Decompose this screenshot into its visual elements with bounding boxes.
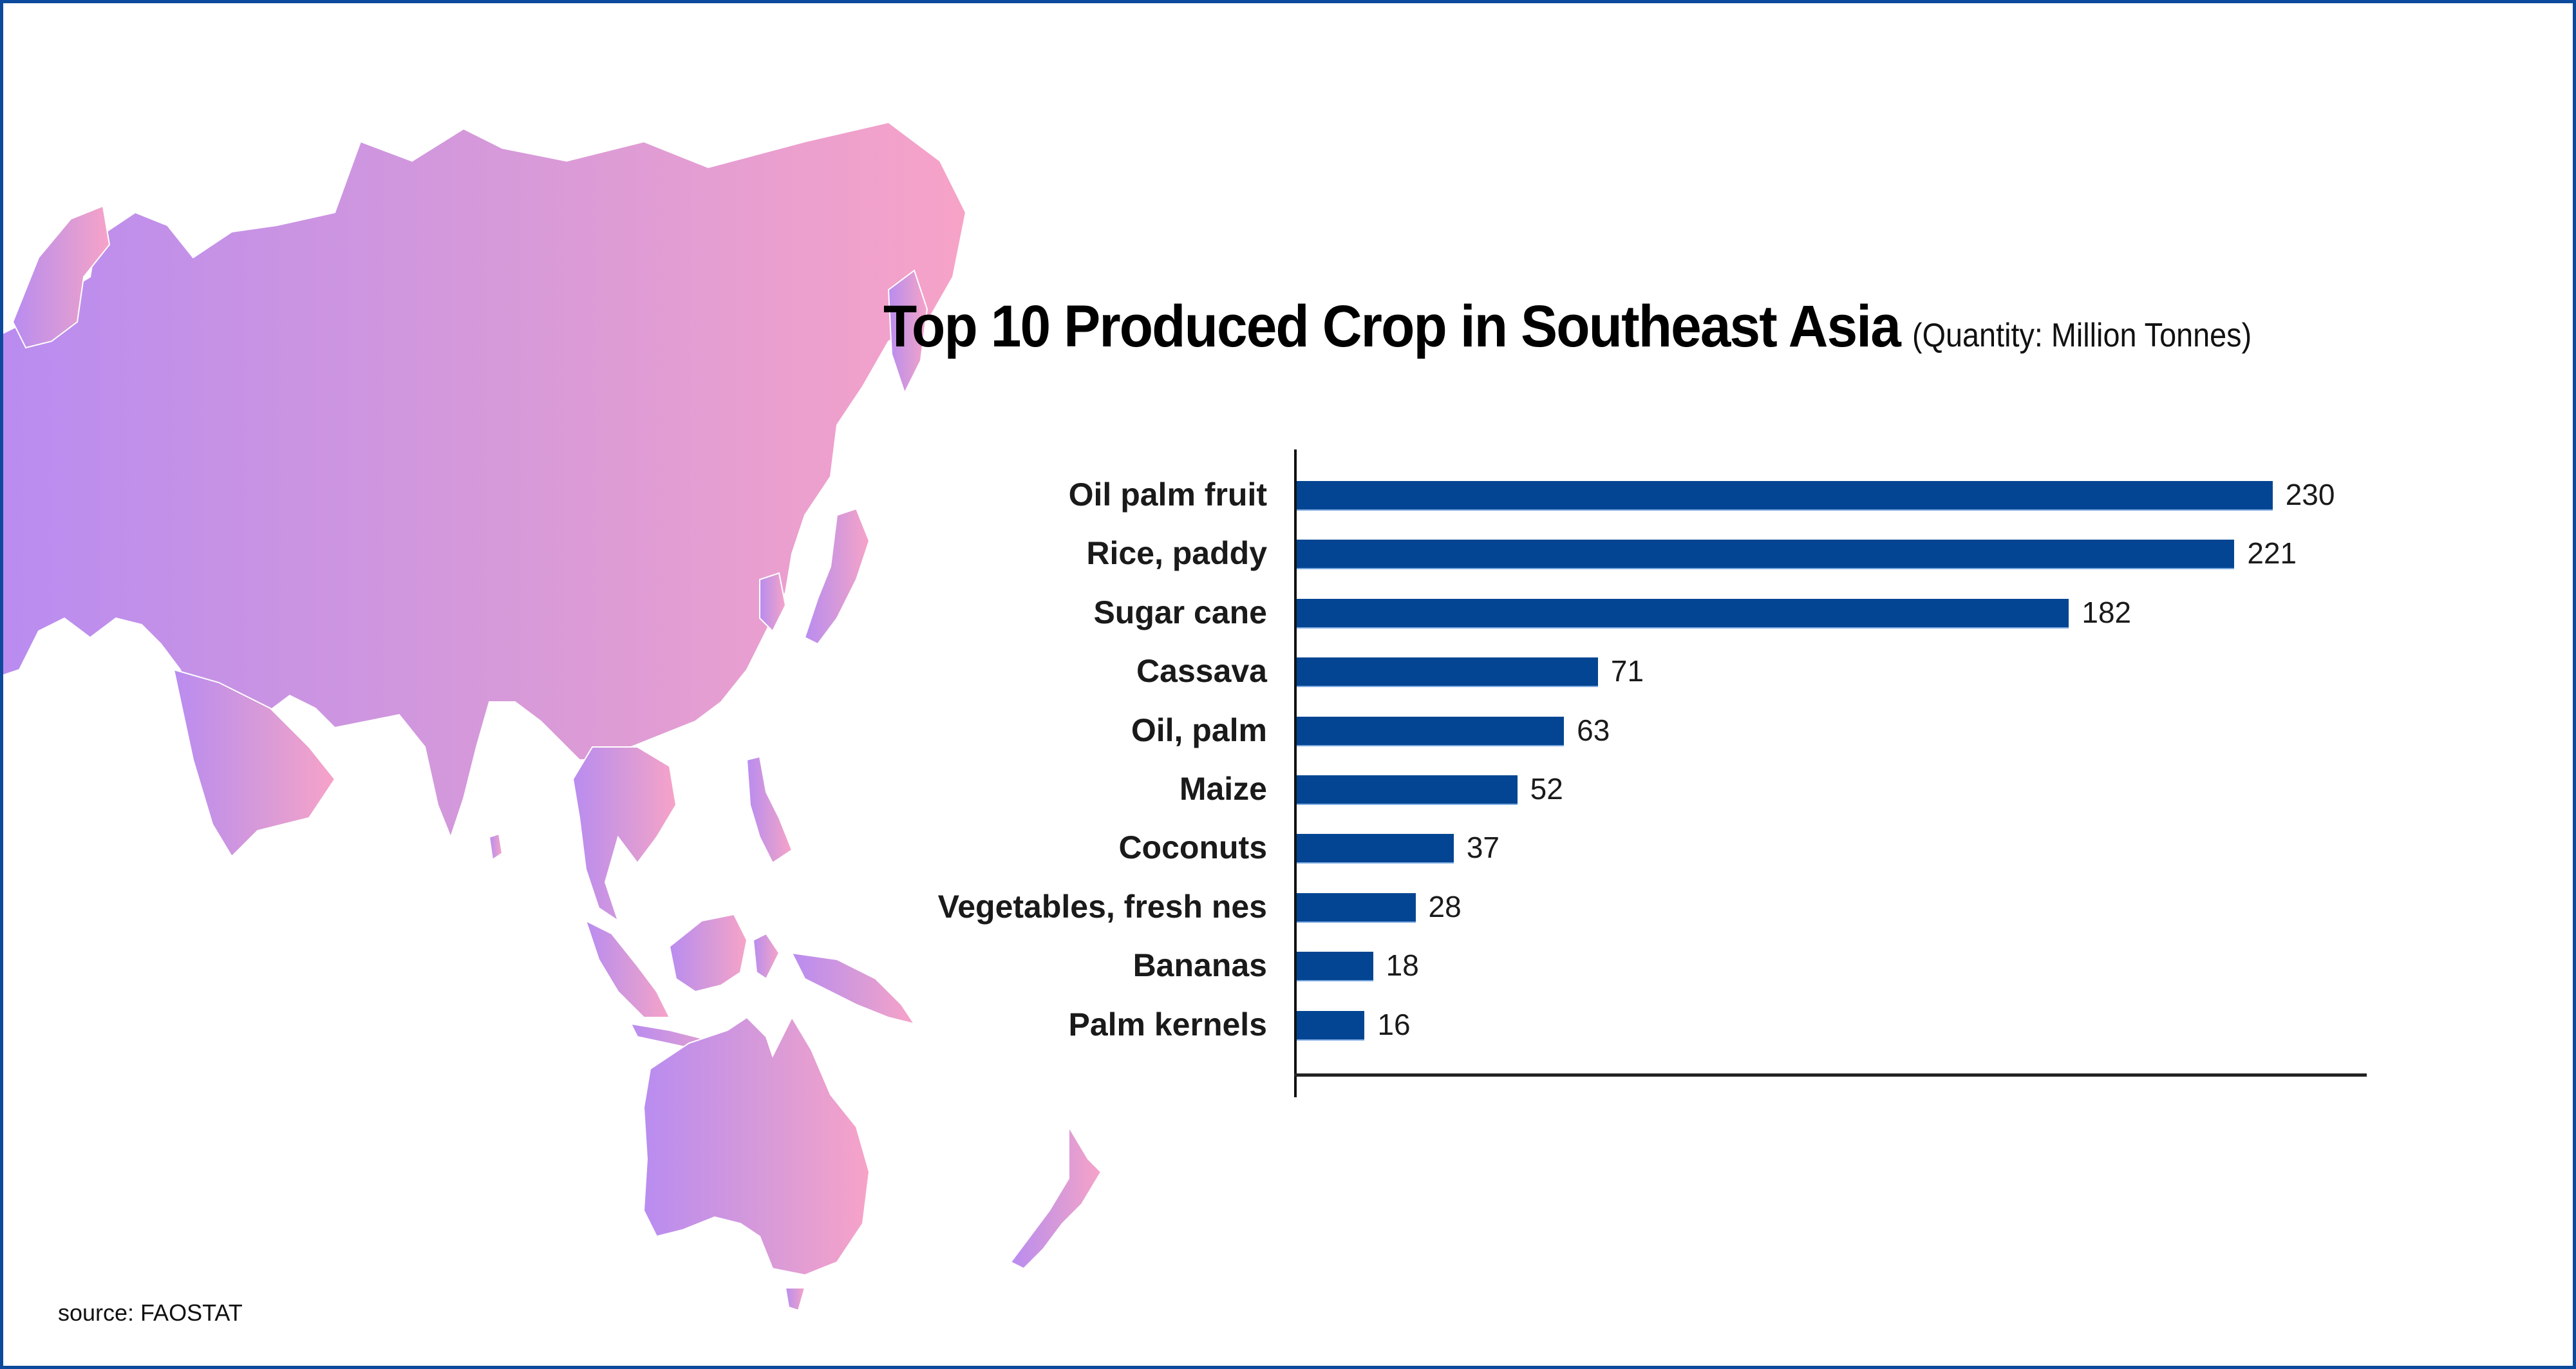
category-label: Oil, palm — [1131, 712, 1267, 748]
category-label: Vegetables, fresh nes — [937, 888, 1267, 925]
category-label: Rice, paddy — [1086, 535, 1267, 572]
bar-row: Bananas 18 — [0, 947, 2576, 983]
bar-row: Coconuts 37 — [0, 829, 2576, 865]
bar-row: Palm kernels 16 — [0, 1006, 2576, 1043]
value-label: 28 — [1428, 889, 1462, 923]
value-label: 182 — [2082, 595, 2132, 629]
bar — [1297, 598, 2069, 628]
value-label: 221 — [2247, 536, 2297, 571]
bar — [1297, 716, 1565, 746]
category-label: Oil palm fruit — [1068, 477, 1267, 513]
bar-row: Sugar cane 182 — [0, 594, 2576, 630]
bar — [1297, 775, 1518, 805]
bar-row: Rice, paddy 221 — [0, 535, 2576, 571]
category-label: Palm kernels — [1068, 1006, 1267, 1043]
bar — [1297, 834, 1454, 864]
bar-row: Maize 52 — [0, 771, 2576, 807]
category-label: Sugar cane — [1093, 594, 1267, 630]
asia-pacific-map — [0, 121, 1102, 1312]
bar-row: Oil palm fruit 230 — [0, 477, 2576, 513]
bar — [1297, 540, 2235, 570]
value-label: 230 — [2285, 478, 2335, 511]
bar-row: Oil, palm 63 — [0, 712, 2576, 748]
bar — [1297, 657, 1598, 688]
category-label: Maize — [1179, 771, 1267, 807]
category-label: Coconuts — [1118, 829, 1267, 866]
source-note: source: FAOSTAT — [58, 1299, 243, 1326]
bar — [1297, 952, 1373, 982]
bar — [1297, 1010, 1365, 1041]
chart-subtitle: (Quantity: Million Tonnes) — [1912, 317, 2252, 354]
bar — [1297, 481, 2273, 511]
y-axis-line — [1294, 449, 1297, 1097]
bar-row: Cassava 71 — [0, 653, 2576, 689]
value-label: 52 — [1530, 772, 1563, 806]
value-label: 71 — [1610, 654, 1644, 688]
value-label: 18 — [1386, 949, 1419, 983]
bar — [1297, 892, 1416, 923]
chart-title-block: Top 10 Produced Crop in Southeast Asia (… — [883, 293, 2289, 361]
category-label: Bananas — [1133, 947, 1267, 984]
bar-row: Vegetables, fresh nes 28 — [0, 889, 2576, 925]
value-label: 16 — [1377, 1007, 1411, 1041]
value-label: 37 — [1466, 831, 1500, 865]
x-axis-line — [1294, 1073, 2367, 1077]
value-label: 63 — [1577, 713, 1610, 747]
chart-title: Top 10 Produced Crop in Southeast Asia — [883, 294, 1901, 359]
category-label: Cassava — [1136, 653, 1267, 690]
